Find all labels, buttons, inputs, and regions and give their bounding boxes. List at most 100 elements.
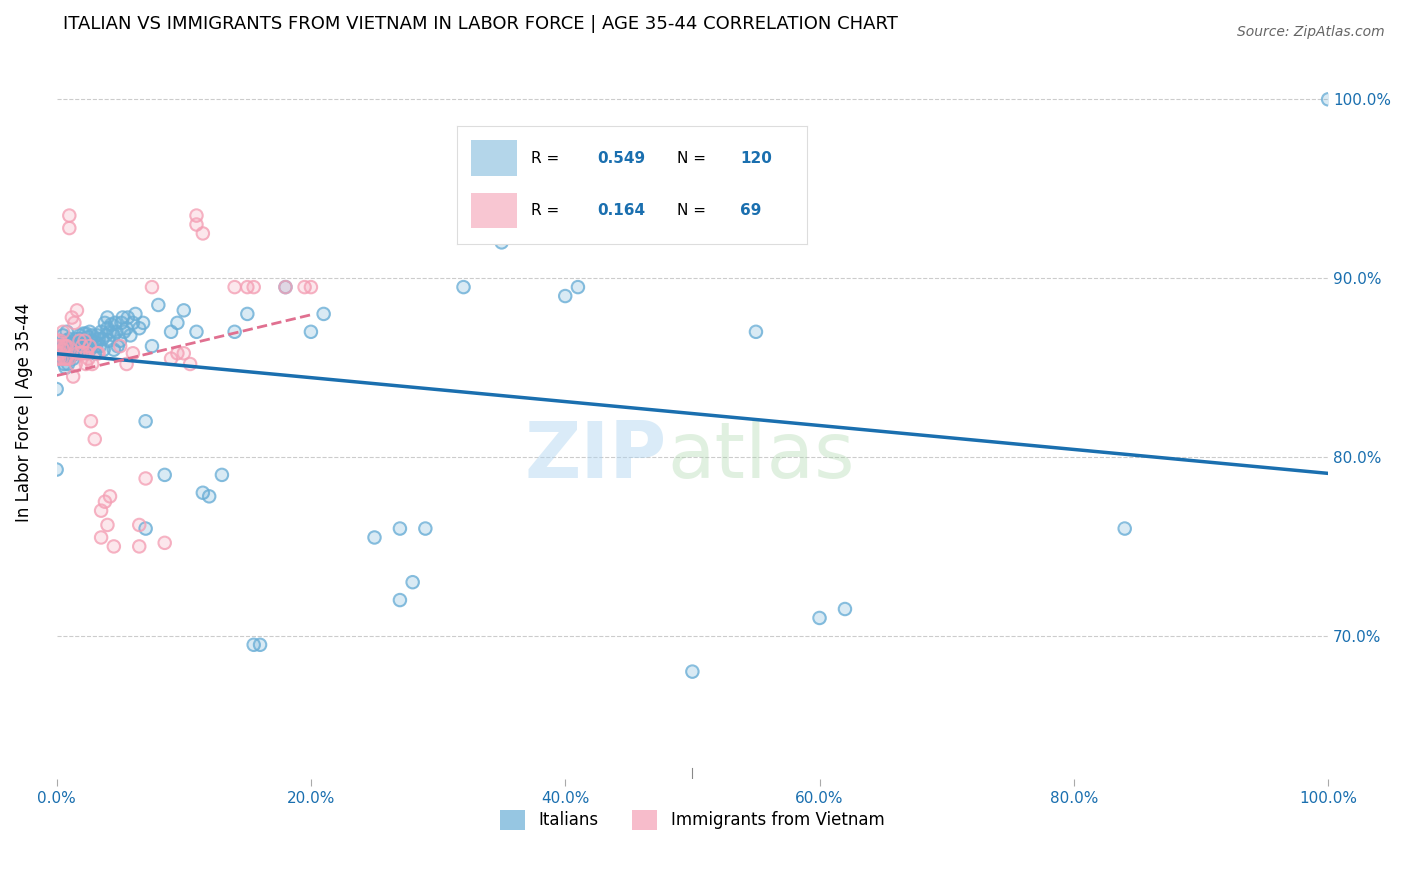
Point [55,339,77,353]
Point [66,335,89,350]
Point [60,310,83,325]
Point [45,382,67,396]
Point [83,346,105,360]
Point [82,357,104,371]
Point [63,337,86,351]
Point [69,346,91,360]
Point [132,316,155,330]
Point [96,321,118,335]
Point [108,339,131,353]
Text: ZIP: ZIP [524,418,666,494]
Point [75,326,97,341]
Point [53,346,76,360]
Point [58,332,80,346]
Point [52,351,75,366]
Point [105,325,128,339]
Point [51,339,73,353]
Point [69,334,91,348]
Point [79,325,101,339]
Point [84,339,107,353]
Point [173,303,195,318]
Point [55,343,77,357]
Point [60,346,83,360]
Point [294,280,316,294]
Point [80,334,103,348]
Point [834,602,856,616]
Point [83,432,105,446]
Point [135,414,157,428]
Point [66,346,89,360]
Point [58,332,80,346]
Point [98,325,121,339]
Point [49,334,72,348]
Point [100,318,122,332]
Point [98,325,121,339]
Point [55,334,77,348]
Point [592,209,614,223]
Point [56,335,79,350]
Point [312,307,335,321]
Point [453,280,475,294]
Point [90,325,112,339]
Point [69,328,91,343]
Point [132,316,155,330]
Point [108,339,131,353]
Point [62,339,84,353]
Point [111,310,134,325]
Point [55,351,77,366]
Point [198,489,221,503]
Point [55,339,77,353]
Point [72,339,94,353]
Point [160,325,183,339]
Point [312,307,335,321]
Point [53,351,76,366]
Point [153,467,176,482]
Point [76,346,98,360]
Point [87,332,110,346]
Point [236,280,259,294]
Point [80,334,103,348]
Point [96,518,118,533]
Point [58,343,80,357]
Point [105,325,128,339]
Point [65,332,87,346]
Point [53,357,76,371]
Point [388,593,411,607]
Point [66,346,89,360]
Point [52,351,75,366]
Point [52,325,75,339]
Point [93,343,115,357]
Point [179,357,201,371]
Point [55,339,77,353]
Point [128,540,150,554]
Point [173,303,195,318]
Point [52,343,75,357]
Point [112,325,135,339]
Point [86,346,108,360]
Point [115,321,138,335]
Point [52,343,75,357]
Point [89,339,111,353]
Point [73,334,96,348]
Point [388,522,411,536]
Point [299,325,322,339]
Point [83,346,105,360]
Point [49,334,72,348]
Point [166,346,188,360]
Point [96,518,118,533]
Point [60,339,83,353]
Point [87,346,110,360]
Point [62,351,84,366]
Point [94,494,117,508]
Point [67,346,90,360]
Point [56,335,79,350]
Point [49,348,72,362]
Point [117,310,139,325]
Point [120,328,142,343]
Point [66,303,89,318]
Point [186,218,208,232]
Point [73,334,96,348]
Point [108,334,131,348]
Point [554,289,576,303]
Point [79,343,101,357]
